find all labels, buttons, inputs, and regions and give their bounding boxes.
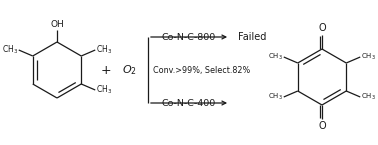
Text: Failed: Failed (238, 32, 266, 42)
Text: CH$_3$: CH$_3$ (2, 44, 18, 56)
Text: OH: OH (50, 20, 64, 29)
Text: Co-N-C-800: Co-N-C-800 (162, 33, 216, 42)
Text: CH$_3$: CH$_3$ (96, 84, 112, 96)
Text: +: + (101, 64, 111, 77)
Text: Co-N-C-400: Co-N-C-400 (162, 99, 216, 108)
Text: CH$_3$: CH$_3$ (361, 52, 376, 62)
Text: CH$_3$: CH$_3$ (268, 92, 283, 102)
Text: CH$_3$: CH$_3$ (361, 92, 376, 102)
Text: O: O (318, 23, 326, 33)
Text: Conv.>99%, Select.82%: Conv.>99%, Select.82% (153, 66, 250, 75)
Text: CH$_3$: CH$_3$ (268, 52, 283, 62)
Text: $O_2$: $O_2$ (122, 63, 137, 77)
Text: CH$_3$: CH$_3$ (96, 44, 112, 56)
Text: O: O (318, 121, 326, 131)
